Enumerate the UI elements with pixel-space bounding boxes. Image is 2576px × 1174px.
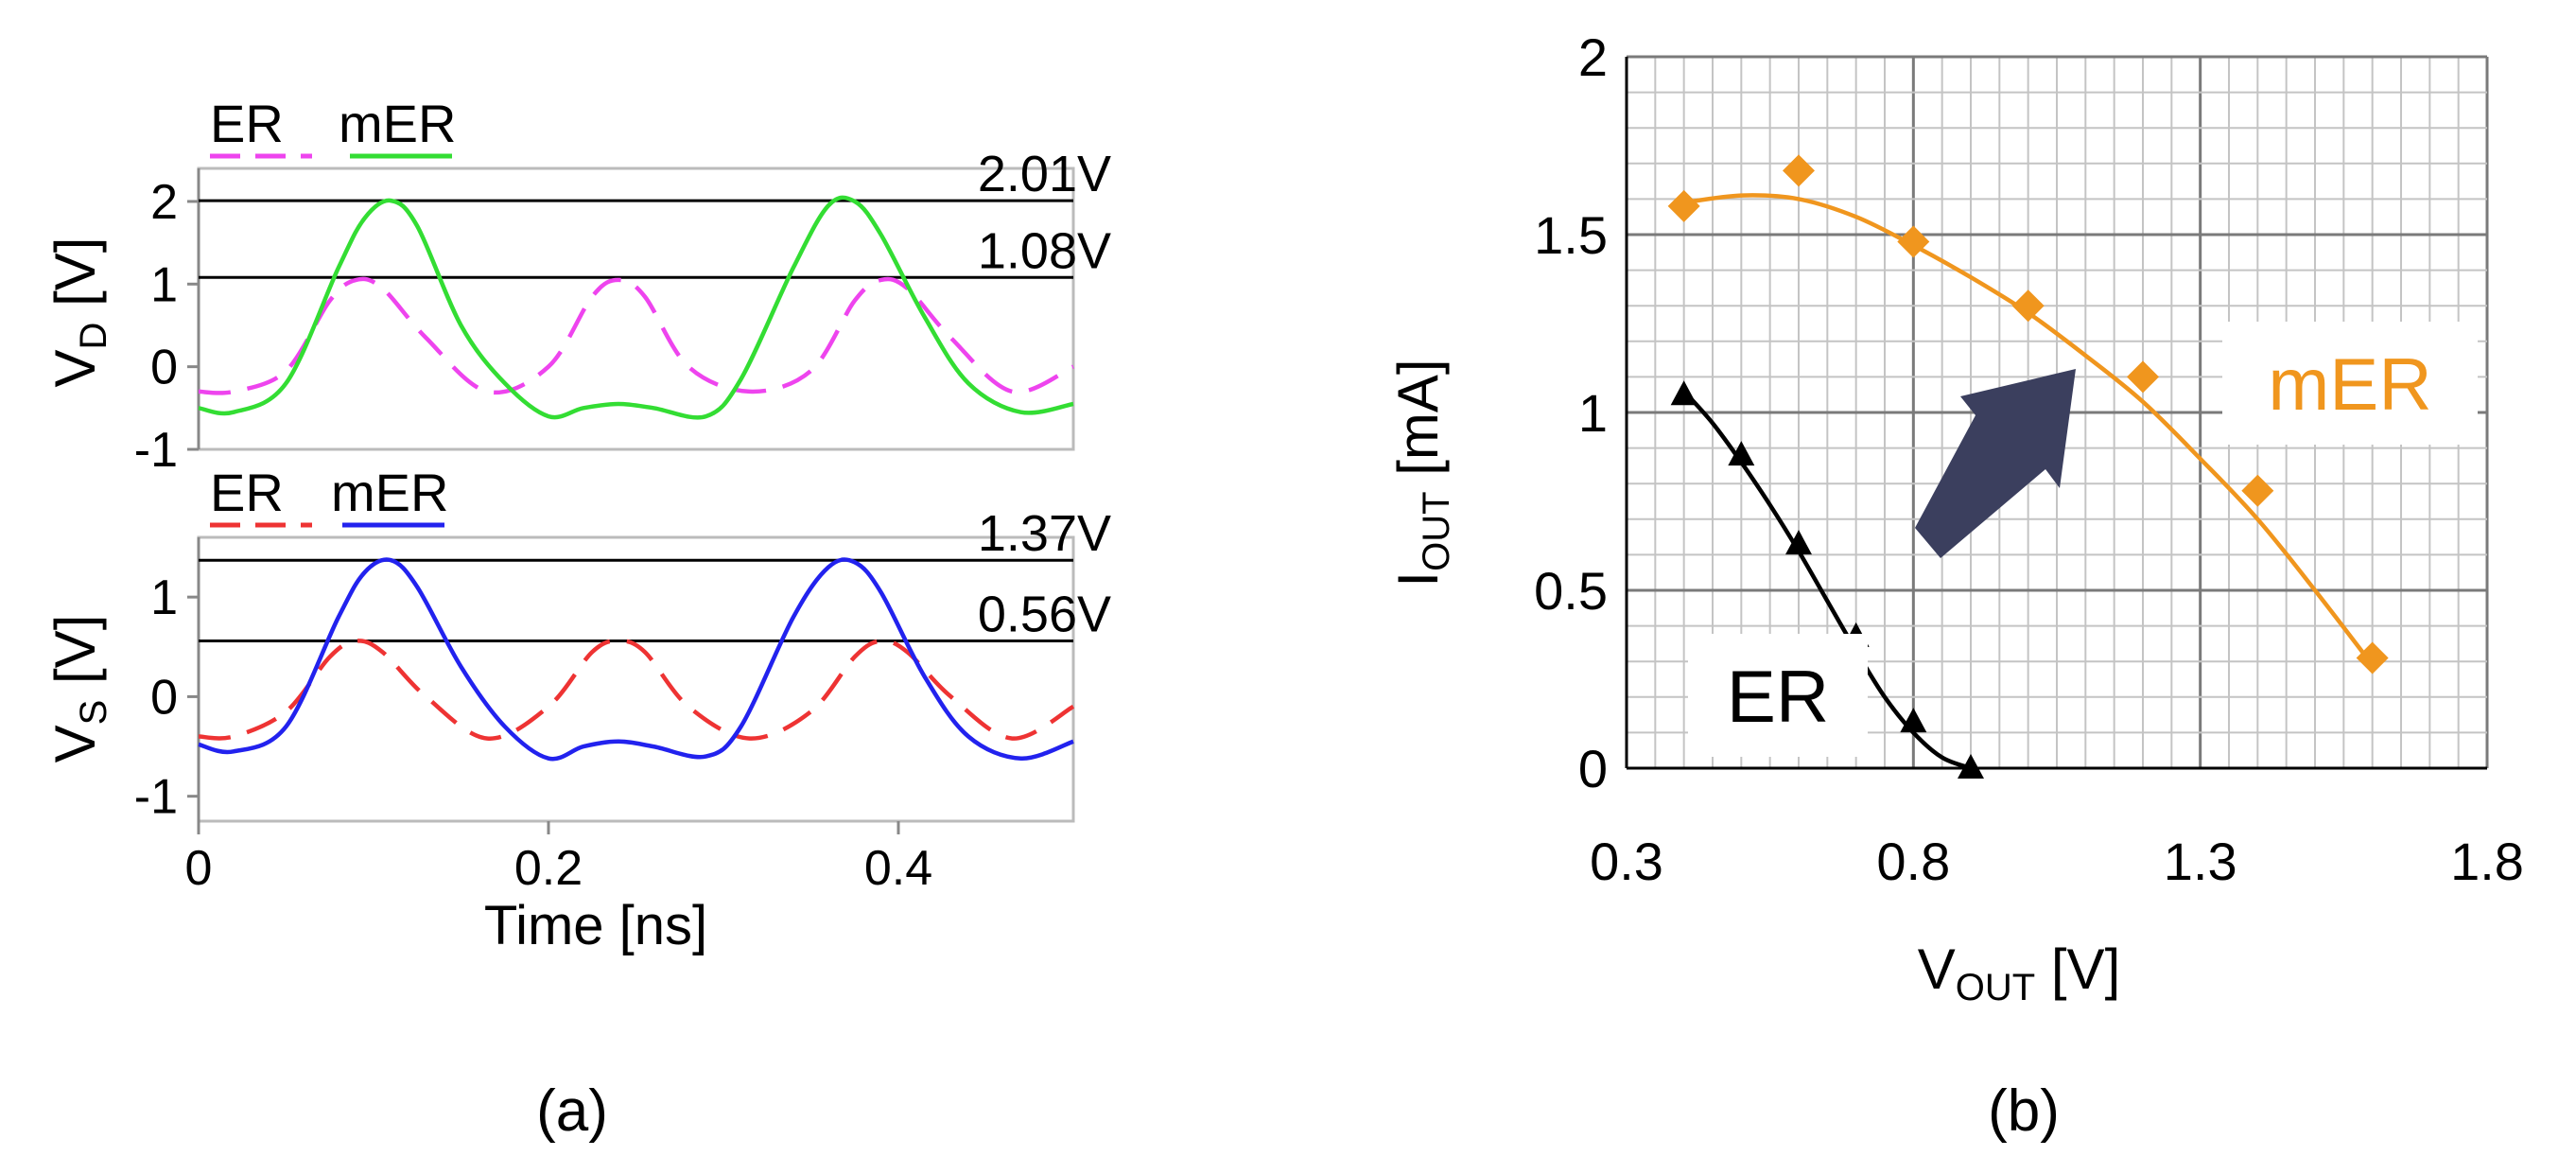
top-ref-label: 2.01V (978, 146, 1111, 202)
series-mer-point (1783, 154, 1815, 187)
top-legend-er-label: ER (210, 94, 284, 153)
series-mer-point (1667, 189, 1700, 222)
top-y-tick-label: 0 (150, 341, 178, 395)
er-label-box (1688, 634, 1868, 757)
bottom-ref-label: 1.37V (978, 505, 1111, 562)
series-mer-point (1897, 225, 1930, 258)
series-er-point (1785, 530, 1812, 555)
top-series-er-line (198, 276, 1074, 395)
panel-a-x-ticks: 0 0.2 0.4 (185, 821, 932, 896)
panel-b-xlabel: VOUT [V] (1918, 937, 2121, 1008)
panel-b-y-tick-label: 2 (1578, 27, 1608, 87)
top-y-tick-label: 1 (150, 257, 178, 312)
panel-b-x-tick-label: 1.3 (2164, 832, 2237, 891)
series-er-point (1670, 380, 1697, 406)
bottom-series-mer-line (198, 557, 1074, 762)
panel-b-y-tick-label: 0 (1578, 739, 1608, 798)
panel-b-y-tick-label: 1.5 (1534, 205, 1608, 265)
series-mer-point (2241, 474, 2274, 507)
series-er-fit-line (1682, 389, 1972, 771)
panel-b-y-tick-label: 0.5 (1534, 561, 1608, 621)
bottom-ylabel: VS [V] (44, 615, 114, 763)
top-ref-lines: 2.01V 1.08V (199, 146, 1111, 279)
er-curve-label: ER (1727, 655, 1829, 738)
shift-arrow-icon (1915, 369, 2076, 558)
series-mer-fit-line (1683, 193, 2375, 667)
panel-a-x-tick-label: 0.2 (514, 841, 583, 896)
series-mer-point (2127, 360, 2159, 394)
bottom-series (198, 557, 1075, 762)
panel-b-ylabel: IOUT [mA] (1386, 359, 1457, 587)
series-er-point (1900, 708, 1927, 733)
series-mer-point (2011, 289, 2045, 323)
bottom-ref-lines: 1.37V 0.56V (199, 505, 1111, 642)
top-series-mer-line (198, 195, 1074, 420)
panel-a-xlabel: Time [ns] (484, 895, 707, 956)
panel-a-x-tick-label: 0.4 (864, 841, 932, 896)
panel-b: 00.511.52 0.3 0.8 1.3 1.8 mER ER IOUT [mA] … (1371, 27, 2553, 1144)
bottom-y-tick-label: -1 (134, 770, 178, 825)
panel-b-x-tick-label: 1.8 (2450, 832, 2524, 891)
bottom-series-er-line (198, 639, 1075, 741)
series-er-point (1728, 441, 1755, 466)
top-y-tick-label: -1 (134, 423, 178, 478)
mer-curve-label: mER (2268, 342, 2431, 426)
bottom-legend-er-label: ER (210, 463, 284, 522)
panel-b-y-tick-label: 1 (1578, 383, 1608, 443)
top-series (198, 195, 1074, 420)
bottom-y-tick-label: 1 (150, 570, 178, 625)
panel-b-caption: (b) (1988, 1078, 2060, 1144)
bottom-legend: ER mER (210, 463, 448, 528)
mer-label-box (2222, 322, 2478, 445)
panel-a-caption: (a) (536, 1078, 608, 1144)
panel-b-x-tick-label: 0.3 (1590, 832, 1663, 891)
bottom-legend-mer-label: mER (331, 463, 448, 522)
bottom-plot-frame (197, 535, 1075, 823)
top-legend: ER mER (210, 94, 456, 159)
top-legend-mer-label: mER (339, 94, 456, 153)
bottom-y-ticks: 1 0 -1 (134, 570, 199, 825)
top-ref-label: 1.08V (978, 222, 1111, 279)
top-y-tick-label: 2 (150, 175, 178, 230)
series-mer-point (2356, 641, 2389, 675)
bottom-y-tick-label: 0 (150, 670, 178, 725)
panel-b-x-ticks: 0.3 0.8 1.3 1.8 (1590, 832, 2524, 891)
bottom-ref-label: 0.56V (978, 586, 1111, 642)
top-ylabel: VD [V] (44, 237, 114, 388)
panel-a-x-tick-label: 0 (185, 841, 213, 896)
panel-b-y-ticks: 0 0.5 1 1.5 2 (1534, 27, 1608, 798)
panel-b-x-tick-label: 0.8 (1876, 832, 1950, 891)
series-er-point (1958, 754, 1984, 779)
top-y-ticks: 2 1 0 -1 (134, 175, 199, 478)
